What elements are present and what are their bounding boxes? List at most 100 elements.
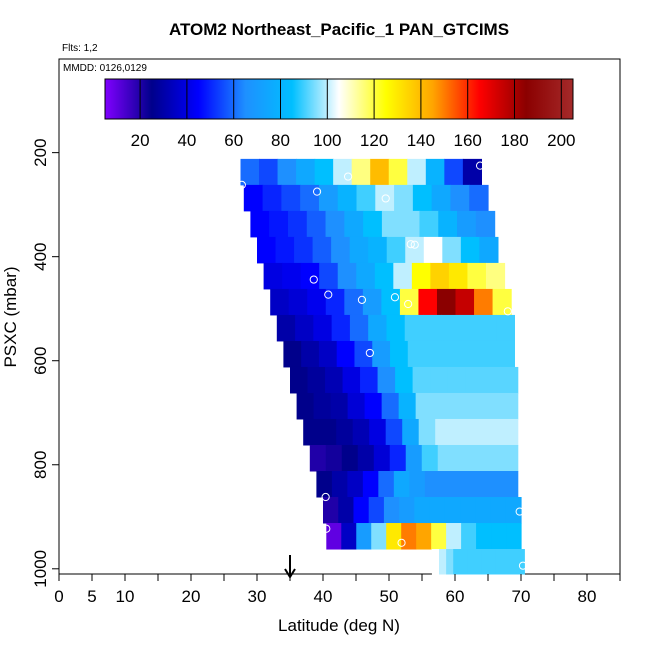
heatmap-cell — [478, 340, 498, 368]
heatmap-cell — [440, 471, 457, 498]
heatmap-cell — [290, 366, 309, 394]
heatmap-cell — [481, 549, 490, 575]
x-tick-label: 60 — [446, 587, 465, 606]
heatmap-row — [240, 158, 482, 186]
colorbar-fill — [104, 78, 574, 120]
heatmap-cell — [336, 418, 354, 446]
heatmap-cell — [474, 288, 494, 316]
heatmap-cell — [349, 236, 369, 264]
observation-point — [397, 538, 406, 547]
heatmap-cell — [469, 184, 489, 212]
x-axis: 0 5 10 20 30 40 50 60 70 80 — [54, 574, 621, 606]
observation-point — [365, 348, 374, 358]
heatmap-cell — [262, 184, 282, 212]
colorbar-tick-label: 100 — [313, 131, 341, 150]
heatmap-cell — [344, 288, 364, 316]
heatmap-cell — [331, 471, 348, 498]
heatmap-cell — [483, 392, 502, 420]
heatmap-cell — [331, 314, 351, 342]
heatmap-cell — [485, 444, 503, 472]
heatmap-cell — [300, 262, 320, 290]
heatmap-cell — [288, 288, 308, 316]
heatmap-cell — [496, 340, 515, 368]
heatmap-cell — [318, 340, 338, 368]
chart-title: ATOM2 Northeast_Pacific_1 PAN_GTCIMS — [169, 20, 509, 39]
observation-points — [237, 161, 528, 570]
heatmap-cell — [323, 497, 339, 524]
observation-point — [404, 299, 413, 309]
heatmap-cell — [419, 210, 439, 238]
heatmap-cell — [295, 314, 314, 342]
heatmap-cell — [495, 549, 504, 575]
heatmap-cell — [482, 366, 501, 394]
heatmap-cell — [385, 418, 403, 446]
heatmap-cell — [393, 262, 413, 290]
heatmap-cell — [467, 549, 476, 575]
heatmap-row — [263, 262, 506, 290]
heatmap-cell — [505, 497, 522, 524]
heatmap-cell — [453, 444, 471, 472]
heatmap-cell — [455, 471, 472, 498]
heatmap-cell — [447, 366, 466, 394]
heatmap-cell — [418, 418, 436, 446]
heatmap-cell — [469, 444, 487, 472]
heatmap-cell — [296, 158, 316, 186]
heatmap-cell — [453, 549, 461, 575]
heatmap-cell — [491, 523, 507, 550]
heatmap-cell — [263, 262, 283, 290]
heatmap-cell — [435, 418, 453, 446]
heatmap-cell — [337, 262, 357, 290]
heatmap-cell — [510, 549, 518, 575]
heatmap-row — [283, 340, 515, 368]
heatmap-cell — [354, 340, 373, 368]
heatmap-cell — [257, 236, 277, 264]
heatmap-row — [296, 392, 519, 420]
heatmap-cell — [502, 471, 519, 498]
heatmap-cell — [368, 497, 385, 524]
observation-point — [312, 187, 322, 196]
colorbar-tick-label: 80 — [271, 131, 290, 150]
y-tick-label: 1000 — [31, 550, 50, 588]
heatmap-cell — [468, 418, 486, 446]
heatmap-cell — [466, 392, 485, 420]
heatmap-cell — [461, 340, 480, 368]
heatmap-row — [326, 523, 522, 550]
heatmap-cell — [465, 366, 484, 394]
heatmap-row — [323, 497, 522, 524]
heatmap-cell — [438, 210, 458, 238]
heatmap-cell — [488, 549, 497, 575]
heatmap-cell — [319, 418, 337, 446]
heatmap-cell — [400, 210, 421, 238]
heatmap-cell — [342, 366, 361, 394]
heatmap-cell — [423, 314, 442, 342]
heatmap-cell — [326, 523, 342, 550]
colorbar: 20 40 60 80 100 120 140 160 180 200 — [104, 78, 575, 150]
heatmap-cell — [399, 497, 415, 524]
heatmap-cell — [275, 236, 295, 264]
heatmap-rows — [240, 158, 525, 575]
observation-point — [381, 194, 390, 203]
heatmap-cell — [313, 392, 332, 420]
heatmap-cell — [381, 210, 402, 238]
y-tick-label: 400 — [31, 242, 50, 270]
heatmap-cell — [341, 444, 359, 472]
heatmap-cell — [451, 418, 469, 446]
heatmap-row — [431, 549, 525, 575]
heatmap-cell — [476, 523, 492, 550]
heatmap-cell — [356, 184, 376, 212]
heatmap-cell — [407, 340, 427, 368]
heatmap-cell — [462, 158, 482, 186]
heatmap-cell — [474, 549, 483, 575]
heatmap-cell — [314, 158, 334, 186]
heatmap-cell — [430, 262, 450, 290]
heatmap-cell — [425, 158, 445, 186]
heatmap-cell — [362, 288, 382, 316]
heatmap-cell — [442, 236, 462, 264]
heatmap-cell — [337, 184, 358, 212]
heatmap-cell — [431, 184, 452, 212]
heatmap-cell — [356, 523, 372, 550]
heatmap-cell — [281, 184, 301, 212]
x-tick-label: 20 — [182, 587, 201, 606]
heatmap-cell — [475, 497, 492, 524]
heatmap-cell — [243, 184, 264, 212]
